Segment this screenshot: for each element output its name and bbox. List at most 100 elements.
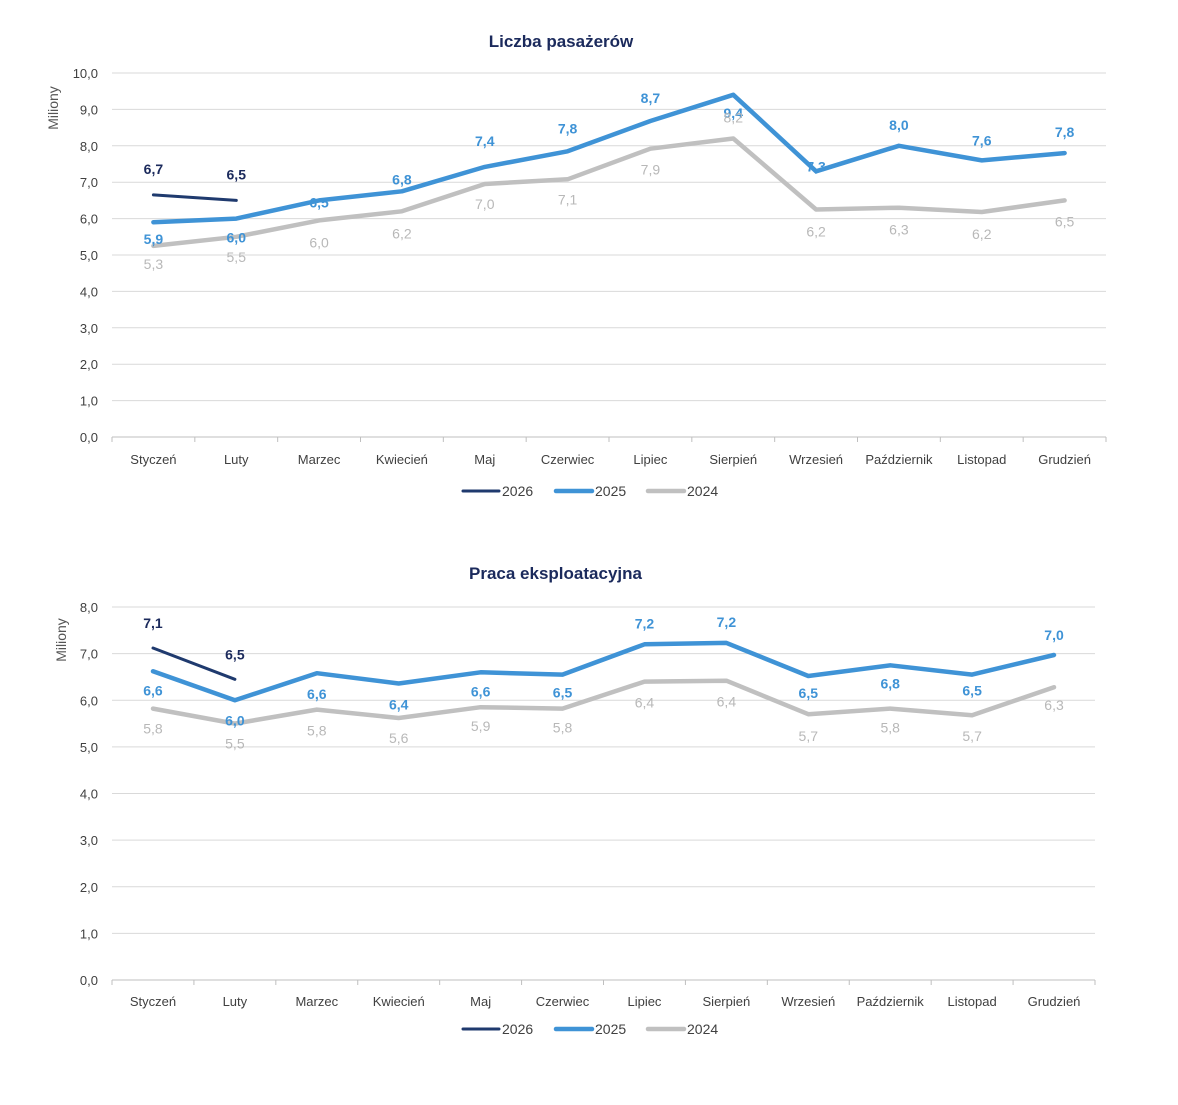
chart1-y-tick-label: 5,0 [80, 248, 98, 263]
chart1-data-label-2024: 5,3 [144, 256, 164, 272]
chart2-y-tick-label: 4,0 [80, 787, 98, 802]
chart2-legend-label-2026: 2026 [502, 1021, 533, 1037]
chart1-data-label-2024: 7,0 [475, 196, 495, 212]
chart2-data-label-2025: 7,2 [635, 615, 655, 631]
chart2-y-axis-label: Miliony [53, 618, 69, 662]
chart1-data-label-2024: 6,2 [806, 224, 826, 240]
chart1-data-label-2024: 5,5 [227, 249, 247, 265]
chart1-data-label-2025: 6,5 [309, 194, 329, 210]
chart1-data-label-2025: 8,7 [641, 90, 661, 106]
chart2-data-label-2025: 6,6 [143, 682, 163, 698]
chart1-legend-label-2025: 2025 [595, 483, 626, 499]
chart1-y-tick-label: 10,0 [73, 66, 98, 81]
chart1-title: Liczba pasażerów [489, 32, 634, 51]
chart2-data-label-2026: 7,1 [143, 615, 163, 631]
chart2-data-label-2025: 6,8 [880, 675, 900, 691]
chart2-y-tick-label: 0,0 [80, 973, 98, 988]
chart1-legend-label-2024: 2024 [687, 483, 718, 499]
chart1-x-tick-label: Kwiecień [376, 452, 428, 467]
chart1-data-label-2024: 7,1 [558, 191, 578, 207]
chart1-y-tick-label: 1,0 [80, 394, 98, 409]
chart2-y-tick-label: 5,0 [80, 740, 98, 755]
chart2-data-label-2025: 6,5 [799, 685, 819, 701]
chart1-x-tick-label: Wrzesień [789, 452, 843, 467]
chart1-data-label-2026: 6,5 [227, 166, 247, 182]
chart1-y-tick-label: 3,0 [80, 321, 98, 336]
chart2-data-label-2024: 5,9 [471, 718, 491, 734]
chart2-x-tick-label: Październik [857, 994, 925, 1009]
chart2-data-label-2024: 5,7 [799, 728, 819, 744]
chart1-legend-label-2026: 2026 [502, 483, 533, 499]
chart1-data-label-2025: 7,3 [806, 158, 826, 174]
chart2-x-tick-label: Grudzień [1028, 994, 1081, 1009]
chart1-data-label-2024: 8,2 [724, 110, 744, 126]
chart2-data-label-2024: 5,8 [143, 721, 163, 737]
chart1-data-label-2024: 6,2 [392, 225, 412, 241]
chart1-data-label-2025: 6,0 [227, 230, 247, 246]
chart1-data-label-2024: 6,0 [309, 234, 329, 250]
chart2-data-label-2025: 6,6 [471, 683, 491, 699]
chart1-data-label-2025: 7,8 [558, 120, 578, 136]
chart1-x-tick-label: Luty [224, 452, 249, 467]
chart1-x-tick-label: Listopad [957, 452, 1006, 467]
chart2-y-tick-label: 1,0 [80, 926, 98, 941]
chart2-data-label-2024: 5,8 [553, 720, 573, 736]
chart2-data-label-2025: 6,5 [962, 683, 982, 699]
chart2-x-tick-label: Maj [470, 994, 491, 1009]
chart2-data-label-2024: 5,7 [962, 728, 982, 744]
chart2-data-label-2024: 5,8 [307, 723, 327, 739]
chart1-y-tick-label: 8,0 [80, 139, 98, 154]
chart2-x-tick-label: Kwiecień [373, 994, 425, 1009]
chart1-x-tick-label: Grudzień [1038, 452, 1091, 467]
chart1-x-tick-label: Czerwiec [541, 452, 595, 467]
chart2-data-label-2025: 6,4 [389, 696, 409, 712]
chart2-x-tick-label: Lipiec [627, 994, 661, 1009]
chart2-legend-label-2024: 2024 [687, 1021, 718, 1037]
chart2-title: Praca eksploatacyjna [469, 564, 642, 583]
chart2-data-label-2024: 5,5 [225, 736, 245, 752]
chart1-x-tick-label: Sierpień [709, 452, 757, 467]
chart2-y-tick-label: 3,0 [80, 833, 98, 848]
chart2-y-tick-label: 6,0 [80, 693, 98, 708]
chart1-data-label-2025: 8,0 [889, 117, 909, 133]
chart2-data-label-2024: 6,4 [635, 695, 655, 711]
chart1-y-axis-label: Miliony [45, 86, 61, 130]
chart1-data-label-2024: 6,5 [1055, 213, 1075, 229]
chart2-data-label-2026: 6,5 [225, 646, 245, 662]
chart2-y-tick-label: 7,0 [80, 647, 98, 662]
chart2-x-tick-label: Listopad [948, 994, 997, 1009]
chart1-data-label-2025: 7,8 [1055, 124, 1075, 140]
chart1-y-tick-label: 0,0 [80, 430, 98, 445]
chart1-x-tick-label: Lipiec [633, 452, 667, 467]
chart2-data-label-2024: 5,8 [880, 720, 900, 736]
chart1-x-tick-label: Maj [474, 452, 495, 467]
chart2-data-label-2025: 7,0 [1044, 627, 1064, 643]
chart1-series-line-2026 [151, 193, 238, 202]
chart2-series-line-2024 [150, 678, 1057, 726]
chart1-data-label-2024: 6,2 [972, 226, 992, 242]
chart2-legend-label-2025: 2025 [595, 1021, 626, 1037]
chart2-y-tick-label: 8,0 [80, 600, 98, 615]
chart2-series-line-2025 [150, 640, 1057, 703]
chart1-data-label-2026: 6,7 [144, 161, 164, 177]
chart2-data-label-2024: 5,6 [389, 730, 409, 746]
chart2-data-label-2025: 6,5 [553, 685, 573, 701]
chart1-x-tick-label: Marzec [298, 452, 341, 467]
chart2-x-tick-label: Styczeń [130, 994, 176, 1009]
chart1-x-tick-label: Styczeń [130, 452, 176, 467]
chart2-y-tick-label: 2,0 [80, 880, 98, 895]
chart2-x-tick-label: Wrzesień [781, 994, 835, 1009]
chart1-data-label-2024: 7,9 [641, 162, 661, 178]
chart1-y-tick-label: 4,0 [80, 284, 98, 299]
chart1-data-label-2024: 6,3 [889, 222, 909, 238]
chart1-y-tick-label: 9,0 [80, 102, 98, 117]
chart2-x-tick-label: Luty [223, 994, 248, 1009]
chart2-data-label-2025: 6,0 [225, 712, 245, 728]
chart2-data-label-2024: 6,3 [1044, 697, 1064, 713]
chart2-x-tick-label: Czerwiec [536, 994, 590, 1009]
chart1-data-label-2025: 5,9 [144, 231, 164, 247]
chart1-data-label-2025: 9,4 [724, 105, 744, 121]
chart2-data-label-2025: 7,2 [717, 614, 737, 630]
chart2-data-label-2025: 6,6 [307, 686, 327, 702]
